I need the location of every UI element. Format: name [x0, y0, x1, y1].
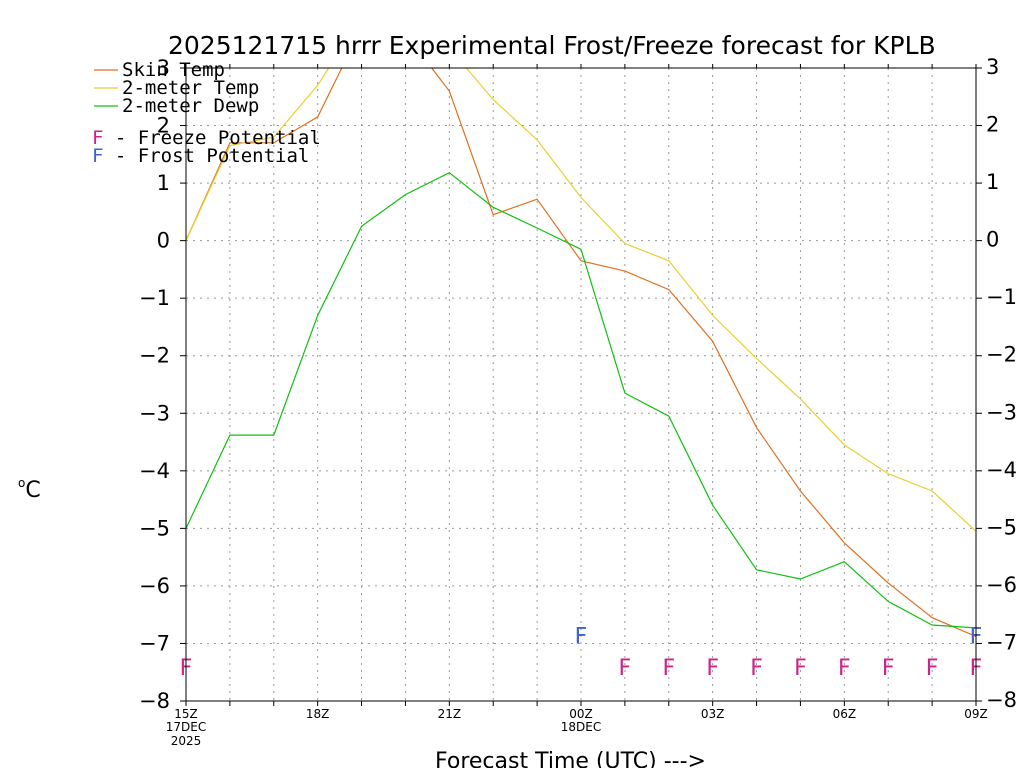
legend-frost-key: F — [92, 145, 103, 167]
legend-freeze-label: - Freeze Potential — [103, 127, 320, 149]
y-tick-label-right: 0 — [986, 228, 999, 252]
y-tick-label-left: −3 — [139, 401, 170, 425]
y-tick-label-left: 0 — [157, 229, 170, 253]
y-tick-label-left: 3 — [157, 56, 170, 80]
x-axis-label: Forecast Time (UTC) ---> — [435, 749, 706, 768]
legend-freeze-key: F — [92, 127, 103, 149]
series-layer — [186, 68, 976, 638]
y-tick-label-left: −5 — [139, 516, 170, 540]
y-tick-label-right: 1 — [986, 170, 999, 194]
legend-entry-label: 2-meter Temp — [122, 77, 259, 99]
legend-frost: F - Frost Potential — [92, 145, 309, 167]
x-tick-sublabel: 18DEC — [561, 720, 601, 734]
y-tick-label-right: −2 — [986, 343, 1017, 367]
freeze-potential-mark: F — [750, 656, 763, 681]
legend-freeze: F - Freeze Potential — [92, 127, 321, 149]
x-tick-label: 00Z — [569, 707, 593, 721]
x-tick-sublabel: 17DEC — [166, 720, 206, 734]
legend-frost-label: - Frost Potential — [103, 145, 309, 167]
y-tick-label-right: −6 — [986, 573, 1017, 597]
y-tick-label-left: −1 — [139, 286, 170, 310]
freeze-potential-mark: F — [926, 656, 939, 681]
x-tick-label: 03Z — [701, 707, 725, 721]
chart-title: 2025121715 hrrr Experimental Frost/Freez… — [168, 31, 936, 60]
y-tick-label-right: −5 — [986, 515, 1017, 539]
x-tick-label: 21Z — [438, 707, 462, 721]
y-tick-label-right: 3 — [986, 55, 999, 79]
y-tick-label-right: −7 — [986, 630, 1017, 654]
y-tick-label-left: −6 — [139, 574, 170, 598]
x-tick-label: 09Z — [964, 707, 988, 721]
freeze-potential-mark: F — [794, 656, 807, 681]
frost-potential-mark: F — [575, 624, 588, 649]
y-tick-label-left: −8 — [139, 689, 170, 713]
y-tick-label-left: 2 — [157, 114, 170, 138]
y-tick-label-left: −7 — [139, 631, 170, 655]
series-line-skin-temp — [186, 68, 976, 638]
series-line-2-meter-dewp — [186, 171, 976, 629]
series-line-2-meter-temp — [186, 68, 976, 532]
legend-entry-label: 2-meter Dewp — [122, 95, 259, 117]
freeze-potential-mark: F — [619, 656, 632, 681]
x-tick-label: 18Z — [306, 707, 330, 721]
x-tick-label: 15Z — [174, 707, 198, 721]
x-tick-sublabel: 2025 — [171, 734, 202, 748]
y-axis-label-degree: o — [18, 476, 25, 490]
grid-lines — [186, 68, 976, 701]
y-tick-label-left: 1 — [157, 171, 170, 195]
potential-marks: F F F F F F F F F FF F — [180, 624, 983, 681]
freeze-potential-mark: F — [882, 656, 895, 681]
y-tick-label-left: −4 — [139, 459, 170, 483]
legend-entry-label: Skin Temp — [122, 59, 225, 81]
y-tick-label-right: −1 — [986, 285, 1017, 309]
x-tick-label: 06Z — [833, 707, 857, 721]
y-tick-label-right: 2 — [986, 113, 999, 137]
y-axis-label-unit: C — [25, 478, 40, 503]
freeze-potential-mark: F — [706, 656, 719, 681]
y-axis-label: oC — [18, 476, 41, 503]
y-tick-label-right: −3 — [986, 400, 1017, 424]
freeze-potential-mark: F — [838, 656, 851, 681]
y-tick-label-right: −8 — [986, 688, 1017, 712]
axes-ticks: 3 2 1 0 −1 −2 −3 −4 −5 −6 −7 −8 3 2 1 0 −1 −2 −3 −4 −5 −6 −7 −8… — [139, 55, 1017, 748]
freeze-potential-mark: F — [662, 656, 675, 681]
y-tick-label-right: −4 — [986, 458, 1017, 482]
y-tick-label-left: −2 — [139, 344, 170, 368]
